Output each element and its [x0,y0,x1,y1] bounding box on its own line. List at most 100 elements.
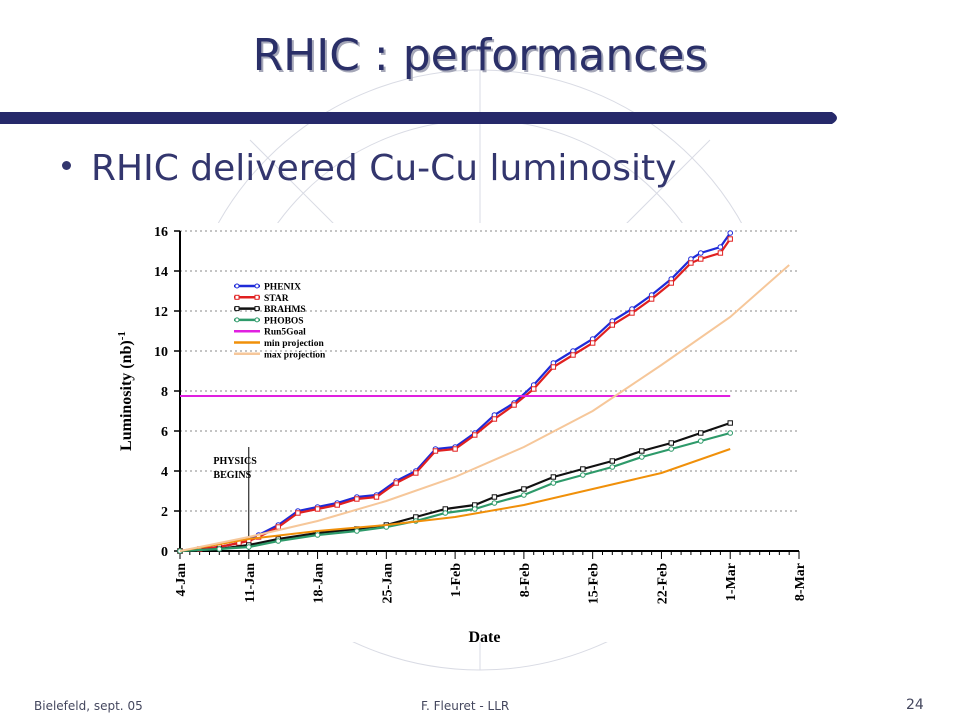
data-point-star [717,250,724,256]
legend-label-run5goal: Run5Goal [264,328,306,338]
data-point-star [393,480,399,486]
data-point-brahms [609,458,616,464]
x-tick-label: 8-Feb [518,563,533,597]
data-point-phobos [550,480,557,486]
x-axis-title: Date [469,629,501,642]
data-point-star [609,322,616,328]
data-point-phobos [727,430,734,436]
slide-title: RHIC : performances [252,30,708,81]
y-tick-label: 12 [154,305,168,320]
data-point-star [314,506,321,512]
data-point-phobos [471,506,478,512]
y-tick-label: 8 [161,385,168,400]
x-tick-label: 11-Jan [243,563,258,603]
bullet-dot [62,160,71,170]
series-line-phenix [179,232,732,553]
y-tick-label: 4 [161,465,168,480]
physics-begins-label-line1: PHYSICS [213,456,257,467]
legend-marker-phenix [234,283,240,289]
data-point-star [452,446,458,452]
data-point-star [334,502,340,508]
data-point-star [629,310,635,316]
data-point-phenix [727,230,734,236]
legend-label-phobos: PHOBOS [264,316,304,326]
data-point-star [491,416,498,422]
title-underline-bar [0,112,837,124]
data-point-phobos [275,538,282,544]
data-point-phobos [668,446,675,452]
data-point-brahms [491,494,498,500]
x-tick-label: 1-Feb [449,563,464,597]
data-point-star [531,386,537,392]
legend-marker-star [254,294,260,300]
data-point-brahms [580,466,586,472]
data-point-star [589,340,596,346]
legend-marker-phenix [254,283,260,289]
legend-label-star: STAR [264,294,289,304]
data-point-phobos [354,528,360,534]
legend-label-phenix: PHENIX [264,283,301,293]
x-tick-label: 4-Jan [174,563,189,597]
data-point-star [472,432,478,438]
physics-begins-label-line2: BEGINS [213,470,251,481]
x-tick-label: 18-Jan [312,563,327,604]
series-line-max-projection [179,264,790,552]
legend-label-max-projection: max projection [264,350,326,360]
data-point-phenix [697,250,704,256]
x-tick-label: 1-Mar [724,563,739,601]
legend-marker-phobos [254,317,260,323]
data-point-phobos [580,472,586,478]
y-tick-label: 10 [154,345,168,360]
chart-svg: 0 2 4 6 8 10 12 14 16 4-Jan 11-Jan 18-Jan 25-Jan 1-Fe… [116,225,808,642]
y-tick-label: 6 [161,425,168,440]
y-tick-label: 0 [161,545,168,560]
data-point-star [668,280,674,286]
data-point-star [354,496,360,502]
data-point-star [295,510,301,516]
legend-label-brahms: BRAHMS [264,305,306,315]
luminosity-chart: 0 2 4 6 8 10 12 14 16 4-Jan 11-Jan 18-Jan 25-Jan 1-Fe… [111,223,808,642]
bullet-item: RHIC delivered Cu-Cu luminosity [62,148,676,189]
footer-venue: Bielefeld, sept. 05 [34,699,143,713]
x-tick-label: 22-Feb [655,563,670,604]
y-tick-label: 16 [154,225,168,240]
y-tick-label: 14 [154,265,168,280]
x-tick-label: 25-Jan [380,563,395,604]
data-point-brahms [521,486,527,492]
data-point-phobos [216,546,223,552]
data-point-brahms [550,474,557,480]
legend-marker-brahms [234,306,240,312]
data-point-phobos [491,500,498,506]
data-point-brahms [639,448,645,454]
data-point-star [648,296,655,302]
x-tick-label: 15-Feb [587,563,602,604]
data-point-brahms [698,430,704,436]
data-point-star [413,470,419,476]
data-point-star [727,236,733,242]
data-point-phobos [697,438,704,444]
bullet-text: RHIC delivered Cu-Cu luminosity [91,148,677,189]
legend-marker-phobos [234,317,240,323]
data-point-star [511,402,517,408]
y-tick-label: 2 [161,505,168,520]
series-line-min-projection [179,448,731,552]
data-point-star [570,352,576,358]
data-point-phobos [314,532,321,538]
footer-author: F. Fleuret - LLR [421,699,510,713]
data-point-phobos [245,544,252,550]
data-point-star [373,494,380,500]
legend-marker-brahms [254,306,260,312]
x-tick-label: 8-Mar [793,563,808,601]
data-point-phobos [442,510,449,516]
data-point-phenix [717,244,724,250]
data-point-brahms [668,440,674,446]
legend-marker-star [234,294,240,300]
page-number: 24 [906,697,924,713]
data-point-phobos [521,492,527,498]
data-point-star [698,256,704,262]
data-point-star [550,364,557,370]
legend-label-min-projection: min projection [264,339,324,349]
data-point-star [275,524,281,530]
data-point-phobos [638,454,645,460]
data-point-brahms [727,420,733,426]
